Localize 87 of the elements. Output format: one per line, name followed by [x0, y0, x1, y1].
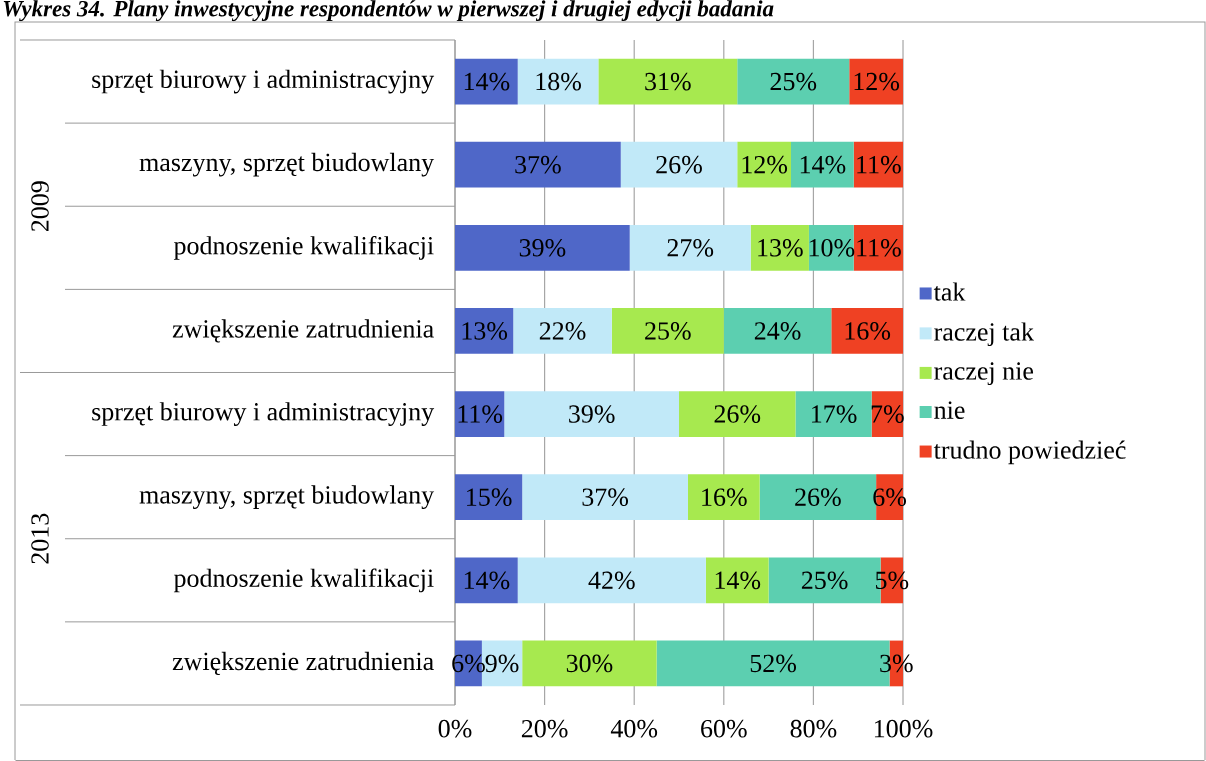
legend-label: tak — [933, 282, 966, 301]
data-label: 11% — [458, 405, 503, 423]
data-label: 22% — [539, 322, 586, 340]
data-label: 11% — [857, 155, 901, 174]
data-label: 18% — [536, 72, 581, 91]
bar — [737, 141, 792, 188]
bar — [831, 308, 904, 354]
data-label: 13% — [462, 322, 508, 340]
x-tick-label: 20% — [521, 719, 568, 738]
y-tick-label: sprzęt biurowy i administracyjny — [92, 402, 435, 426]
data-label: 25% — [645, 322, 691, 340]
x-tick-label: 100% — [874, 719, 933, 738]
y-tick-label: podnoszenie kwalifikacji — [173, 568, 434, 593]
bar — [455, 58, 518, 105]
data-label: 39% — [519, 238, 566, 257]
bar — [737, 58, 850, 105]
legend-label: raczej tak — [934, 322, 1034, 346]
bar — [750, 224, 809, 271]
data-label: 37% — [582, 488, 629, 507]
y-tick-label: maszyny, sprzęt biudowlany — [139, 485, 435, 510]
bar — [598, 58, 738, 105]
data-label: 26% — [656, 155, 702, 174]
data-label: 16% — [845, 322, 891, 340]
data-label: 30% — [566, 654, 613, 673]
bar — [723, 308, 832, 354]
bar — [849, 58, 904, 105]
data-label: 24% — [754, 322, 801, 340]
bar — [517, 58, 599, 105]
bar — [455, 224, 630, 271]
data-label: 12% — [742, 155, 788, 174]
bar — [517, 557, 706, 604]
bar — [687, 474, 760, 521]
data-label: 14% — [800, 155, 846, 174]
text: 2009 — [31, 181, 49, 232]
data-label: 3% — [880, 654, 913, 673]
bar — [611, 308, 724, 354]
data-label: 39% — [569, 405, 615, 423]
data-label: 42% — [588, 571, 635, 590]
data-label: 52% — [750, 654, 797, 673]
data-label: 25% — [801, 571, 848, 590]
legend-label: trudno powiedzieć — [933, 440, 1126, 465]
x-tick-label: 80% — [790, 719, 837, 738]
bar — [853, 224, 904, 271]
bar — [620, 141, 738, 188]
bar — [705, 557, 769, 604]
data-label: 12% — [854, 72, 900, 91]
data-label: 27% — [667, 238, 714, 257]
bar — [513, 308, 612, 354]
y-tick-label: zwiększenie zatrudnienia — [172, 651, 434, 676]
x-tick-label: 0% — [438, 719, 472, 738]
bar — [504, 391, 680, 437]
bar — [679, 391, 796, 437]
legend-label: nie — [934, 401, 965, 419]
bar — [795, 391, 872, 437]
chart-title: Wykres 34. Plany inwestycyjne respondentów w pierwszej i drugiej edycji badania — [3, 0, 774, 22]
data-label: 17% — [812, 405, 857, 423]
legend-label: raczej nie — [934, 362, 1034, 386]
text: 2013 — [31, 513, 49, 564]
y-tick-label: maszyny, sprzęt biudowlany — [139, 152, 435, 177]
bar — [455, 557, 518, 604]
bar — [629, 224, 751, 271]
data-label: 13% — [758, 238, 803, 257]
x-tick-label: 60% — [701, 719, 747, 738]
data-label: 14% — [464, 72, 510, 91]
data-label: 26% — [795, 488, 841, 507]
data-label: 26% — [714, 405, 761, 423]
data-label: 15% — [467, 488, 512, 507]
bar — [455, 308, 514, 354]
bar — [455, 474, 523, 521]
bar — [455, 391, 505, 437]
data-label: 31% — [645, 72, 691, 91]
x-tick-label: 40% — [610, 719, 658, 738]
data-label: 16% — [702, 488, 747, 507]
bar — [522, 474, 688, 521]
data-label: 14% — [715, 571, 761, 590]
data-label: 14% — [464, 571, 510, 590]
data-label: 9% — [485, 654, 519, 673]
data-label: 11% — [857, 238, 901, 257]
data-label: 37% — [515, 155, 561, 174]
bar — [791, 141, 854, 188]
data-label: 25% — [770, 72, 817, 91]
bar — [853, 141, 904, 188]
bar — [522, 640, 657, 687]
y-tick-label: podnoszenie kwalifikacji — [173, 235, 434, 260]
y-tick-label: zwiększenie zatrudnienia — [172, 319, 434, 343]
bar — [455, 141, 621, 188]
y-tick-label: sprzęt biurowy i administracyjny — [92, 69, 435, 94]
